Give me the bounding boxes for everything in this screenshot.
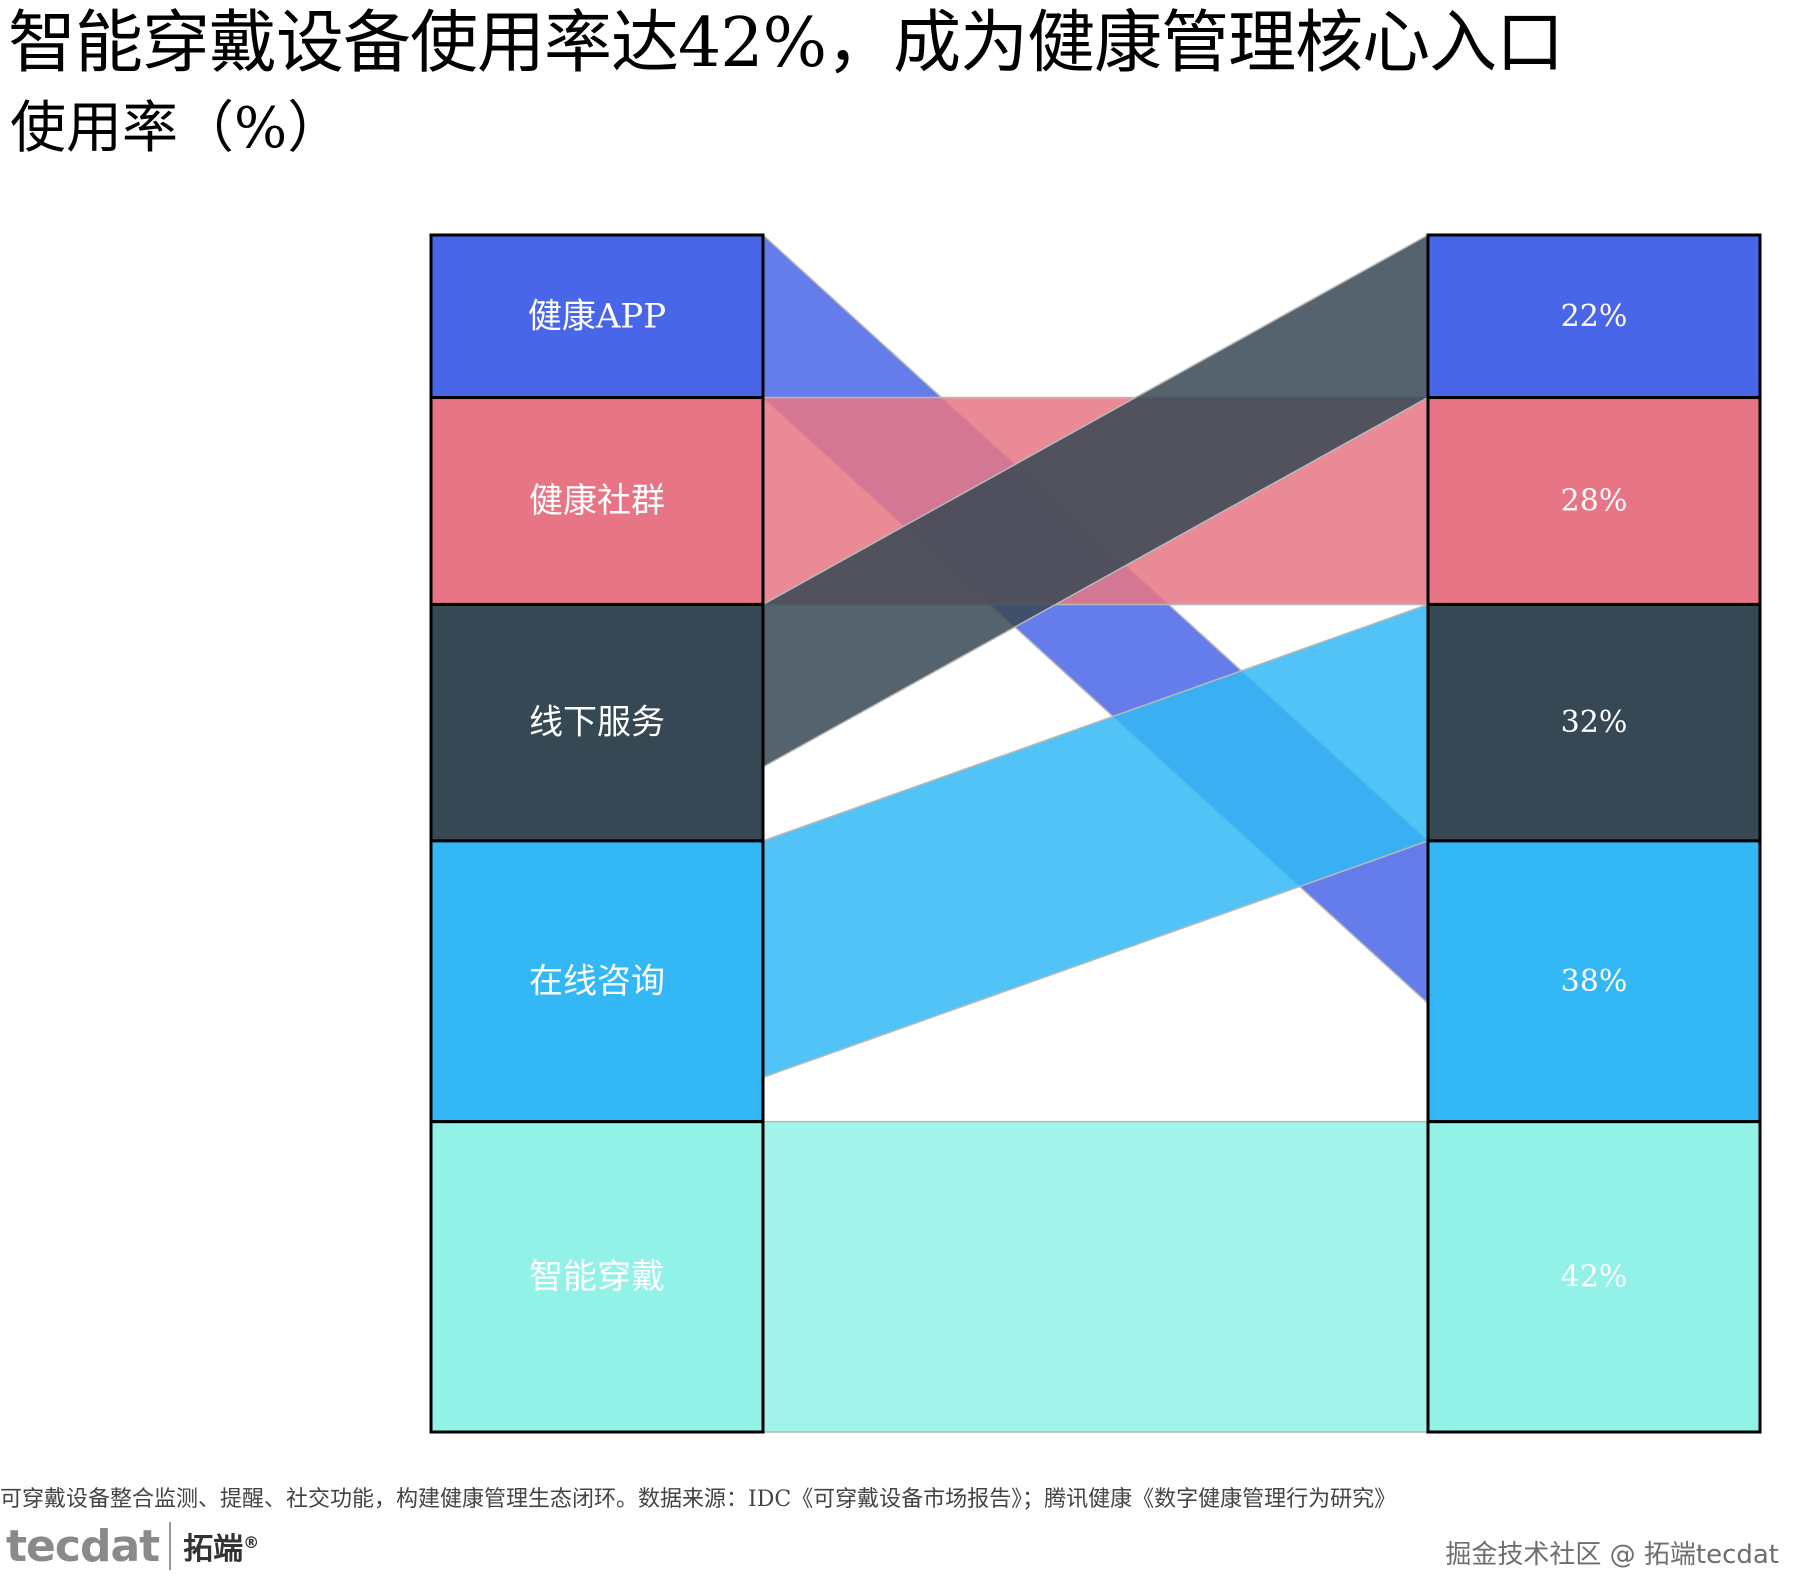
chart-title: 智能穿戴设备使用率达42%，成为健康管理核心入口 <box>8 4 1564 83</box>
logo-reg-mark: ® <box>243 1533 260 1552</box>
right-node-0 <box>1426 233 1762 400</box>
logo-name: 拓端® <box>183 1524 259 1568</box>
right-node-label-0: 22% <box>1561 299 1628 334</box>
left-node-2 <box>429 602 765 843</box>
left-node-3 <box>429 839 765 1124</box>
right-node-label-3: 38% <box>1561 964 1628 999</box>
chart-subtitle: 使用率（%） <box>10 96 344 161</box>
left-node-label-4: 智能穿戴 <box>529 1257 665 1297</box>
sankey-links <box>762 233 1429 1433</box>
sankey-link-4 <box>762 1120 1429 1433</box>
right-node-label-2: 32% <box>1561 705 1628 740</box>
brand-logo: tecdat 拓端® <box>6 1516 259 1576</box>
left-node-label-2: 线下服务 <box>529 703 665 743</box>
logo-name-text: 拓端 <box>183 1532 244 1567</box>
left-node-label-3: 在线咨询 <box>529 961 665 1001</box>
logo-mark: tecdat <box>6 1520 160 1572</box>
right-node-3 <box>1426 839 1762 1124</box>
left-node-1 <box>429 396 765 606</box>
logo-divider <box>169 1522 172 1570</box>
right-node-2 <box>1426 602 1762 843</box>
left-node-label-1: 健康社群 <box>529 481 665 521</box>
left-node-4 <box>429 1120 765 1434</box>
right-node-label-4: 42% <box>1561 1259 1628 1294</box>
left-node-label-0: 健康APP <box>528 296 666 336</box>
right-node-4 <box>1426 1120 1762 1434</box>
footnote: 可穿戴设备整合监测、提醒、社交功能，构建健康管理生态闭环。数据来源：IDC《可穿… <box>0 1487 1397 1512</box>
left-node-0 <box>429 233 765 400</box>
watermark: 掘金技术社区 @ 拓端tecdat <box>1445 1540 1779 1570</box>
right-node-label-1: 28% <box>1561 484 1628 519</box>
